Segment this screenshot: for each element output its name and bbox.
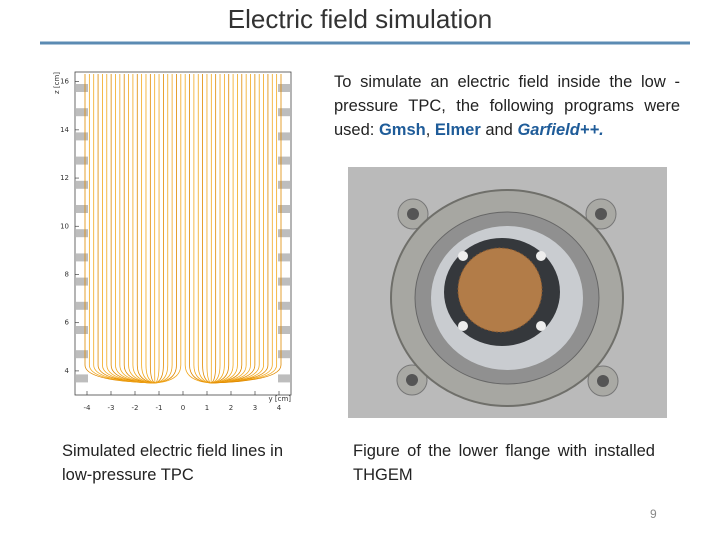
electrode	[278, 229, 290, 238]
electrode	[278, 156, 290, 165]
x-tick-label: 4	[277, 404, 282, 412]
text: .	[599, 121, 604, 139]
caption: Figure of the lower flange with installe…	[353, 442, 655, 484]
program-name: Elmer	[434, 121, 481, 139]
electrode	[76, 374, 88, 383]
field-line	[211, 74, 282, 384]
electrode	[278, 84, 290, 92]
y-tick-label: 10	[60, 222, 69, 230]
electrode	[278, 180, 290, 189]
x-axis-label: y [cm]	[269, 395, 292, 403]
y-tick-label: 14	[60, 126, 69, 134]
plot-frame	[74, 71, 292, 396]
electrode	[76, 301, 88, 310]
electrode	[278, 374, 290, 383]
electrode	[76, 326, 88, 334]
electrode	[76, 180, 88, 189]
electrode	[76, 277, 88, 286]
text: ,	[425, 121, 435, 139]
x-tick-label: 0	[181, 404, 185, 412]
x-tick-label: 3	[253, 404, 257, 412]
electrode	[278, 108, 290, 117]
program-name: Gmsh	[378, 121, 426, 139]
electrode	[278, 253, 290, 262]
electrode	[278, 132, 290, 141]
y-tick-label: 8	[65, 270, 69, 278]
field-line	[149, 74, 156, 384]
x-tick-label: -4	[84, 404, 92, 412]
y-tick-label: 4	[65, 367, 70, 375]
x-tick-label: -1	[156, 404, 163, 412]
x-tick-label: 1	[205, 404, 209, 412]
text: To simulate an electric field inside the…	[334, 73, 680, 139]
program-name: Garfield++	[517, 121, 600, 139]
electrode	[76, 229, 88, 238]
y-tick-label: 16	[60, 78, 69, 86]
y-tick-label: 6	[65, 319, 70, 327]
x-tick-label: 2	[229, 404, 233, 412]
page-number: 9	[650, 507, 657, 521]
electrode	[76, 205, 88, 213]
electrode	[76, 84, 88, 92]
x-tick-label: -3	[108, 404, 115, 412]
slide-title: Electric field simulation	[227, 4, 493, 34]
y-axis-label: z [cm]	[53, 72, 61, 94]
text: and	[480, 121, 518, 139]
x-tick-label: -2	[132, 404, 139, 412]
electrode	[76, 350, 88, 359]
caption: Simulated electric field lines in low-pr…	[62, 442, 284, 484]
field-line	[206, 74, 212, 384]
flange-photo	[348, 167, 667, 418]
y-tick-label: 12	[60, 174, 69, 182]
electrode	[278, 277, 290, 286]
intro-text: To simulate an electric field inside the…	[334, 70, 680, 142]
field-line	[154, 74, 182, 384]
electrode	[278, 350, 290, 359]
electrode	[76, 132, 88, 141]
electrode	[76, 156, 88, 165]
field-line	[202, 74, 212, 384]
field-line	[145, 74, 156, 384]
electrode	[278, 301, 290, 310]
electrode	[76, 108, 88, 117]
electrode	[278, 205, 290, 213]
electrode	[76, 253, 88, 262]
electrode	[278, 326, 290, 334]
